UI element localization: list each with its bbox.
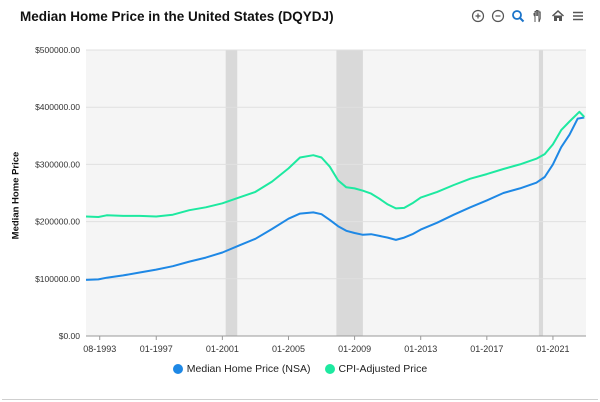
y-tick-label: $400000.00 (35, 102, 80, 112)
recession-band-2 (538, 50, 544, 336)
recession-band-0 (225, 50, 238, 336)
chart-title: Median Home Price in the United States (… (20, 9, 334, 24)
legend-label-cpi: CPI-Adjusted Price (338, 363, 428, 375)
y-tick-label: $200000.00 (35, 217, 80, 227)
x-tick-label: 01-2009 (338, 344, 371, 354)
y-axis-label: Median Home Price (10, 151, 22, 240)
legend-label-nsa: Median Home Price (NSA) (186, 363, 311, 375)
x-tick-label: 01-1997 (140, 344, 173, 354)
plot-area (86, 50, 586, 336)
chart-toolbar (470, 8, 586, 24)
zoom-out-icon[interactable] (490, 8, 506, 24)
y-tick-label: $300000.00 (35, 159, 80, 169)
legend-item-cpi[interactable]: CPI-Adjusted Price (324, 363, 428, 375)
legend-dot-nsa (172, 364, 183, 374)
x-tick-label: 01-2001 (206, 344, 239, 354)
series-line-cpi (85, 110, 586, 218)
chart-legend: Median Home Price (NSA) CPI-Adjusted Pri… (0, 363, 600, 375)
pan-hand-icon[interactable] (530, 8, 546, 24)
legend-item-nsa[interactable]: Median Home Price (NSA) (172, 363, 311, 375)
y-tick-label: $0.00 (59, 331, 81, 341)
y-tick-label: $100000.00 (35, 274, 80, 284)
x-tick-label: 01-2017 (470, 344, 503, 354)
zoom-in-icon[interactable] (470, 8, 486, 24)
x-tick-label: 01-2021 (536, 344, 569, 354)
series-line-nsa (85, 116, 585, 281)
x-tick-label: 01-2013 (404, 344, 437, 354)
y-tick-label: $500000.00 (35, 45, 80, 55)
legend-dot-cpi (324, 364, 335, 374)
x-tick-label: 08-1993 (83, 344, 116, 354)
home-icon[interactable] (550, 8, 566, 24)
menu-icon[interactable] (570, 8, 586, 24)
x-tick-label: 01-2005 (272, 344, 305, 354)
recession-band-1 (336, 50, 363, 336)
magnify-icon[interactable] (510, 8, 526, 24)
